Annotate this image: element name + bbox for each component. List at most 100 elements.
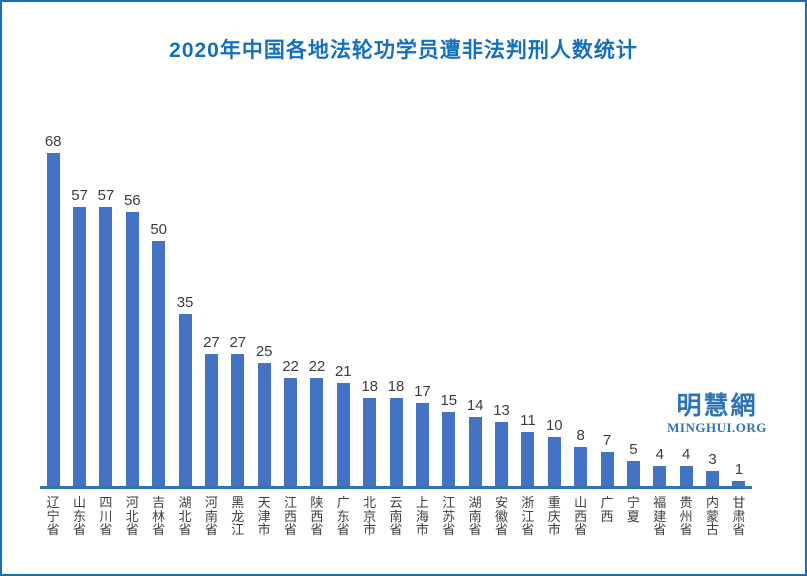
category-label: 北京市 <box>363 495 377 538</box>
category-label: 黑龙江 <box>231 495 245 538</box>
categories-row: 辽宁省山东省四川省河北省吉林省湖北省河南省黑龙江天津市江西省陕西省广东省北京市云… <box>40 496 752 537</box>
bar-column: 68 <box>40 134 66 486</box>
category-label: 河北省 <box>125 495 139 538</box>
bar <box>521 432 535 486</box>
minghui-logo-cn: 明慧網 <box>676 393 758 420</box>
bars-row: 68 57 57 56 50 35 27 27 25 22 22 21 18 18 17 15 14 13 11 10… <box>40 129 752 489</box>
bar-value-label: 68 <box>44 133 62 150</box>
bar <box>152 241 166 486</box>
bar-value-label: 56 <box>123 192 141 209</box>
bar-column: 22 <box>304 359 330 486</box>
bar-value-label: 17 <box>414 383 431 400</box>
bar <box>125 212 139 486</box>
bar-value-label: 18 <box>387 378 405 395</box>
bar-value-label: 5 <box>629 441 638 458</box>
bar-column: 18 <box>383 379 409 486</box>
bar-value-label: 4 <box>682 446 691 463</box>
category-label: 安徽省 <box>495 495 509 538</box>
bar <box>442 412 456 486</box>
bar-value-label: 11 <box>520 412 536 429</box>
bar-value-label: 27 <box>203 334 220 351</box>
bar <box>46 153 60 486</box>
bar-value-label: 18 <box>361 378 379 395</box>
bar <box>547 437 561 486</box>
bar-value-label: 25 <box>255 343 273 360</box>
category-label: 吉林省 <box>152 495 166 538</box>
category-label: 甘肃省 <box>732 495 746 538</box>
minghui-logo-en: MINGHUI.ORG <box>667 419 767 435</box>
bar-column: 14 <box>462 398 488 486</box>
bar-column: 35 <box>172 295 198 486</box>
category-label: 上海市 <box>415 495 429 538</box>
bar <box>574 447 588 486</box>
bar-column: 15 <box>436 393 462 486</box>
bar <box>336 383 350 486</box>
bar-value-label: 13 <box>493 402 510 419</box>
category-label: 四川省 <box>99 495 113 538</box>
bar <box>231 354 245 486</box>
bar <box>468 417 482 486</box>
bar-value-label: 22 <box>308 358 326 375</box>
bar-column: 50 <box>146 222 172 486</box>
bar-column: 7 <box>594 433 620 486</box>
category-label: 重庆市 <box>547 495 561 538</box>
bar <box>600 452 614 486</box>
category-label: 贵州省 <box>679 495 693 538</box>
bar <box>653 466 667 486</box>
minghui-watermark: 明慧網 MINGHUI.ORG <box>654 393 780 435</box>
bar <box>679 466 693 486</box>
bar-column: 3 <box>699 452 725 486</box>
bar-column: 21 <box>330 364 356 486</box>
category-label: 宁夏 <box>626 495 640 524</box>
category-label: 江西省 <box>284 495 298 538</box>
bar-value-label: 10 <box>545 417 563 434</box>
bar-value-label: 4 <box>655 446 664 463</box>
bar-column: 5 <box>620 442 646 486</box>
category-label: 山东省 <box>73 495 87 538</box>
bar <box>363 398 377 486</box>
category-label: 湖北省 <box>178 495 192 538</box>
bar-column: 10 <box>541 418 567 486</box>
bar-column: 18 <box>357 379 383 486</box>
bar-value-label: 15 <box>440 392 458 409</box>
bar-value-label: 21 <box>334 363 352 380</box>
category-label: 山西省 <box>574 495 588 538</box>
bar <box>495 422 509 486</box>
bar-column: 56 <box>119 193 145 486</box>
bar-column: 25 <box>251 344 277 486</box>
bar-column: 4 <box>673 447 699 486</box>
category-label: 福建省 <box>653 495 667 538</box>
bar <box>389 398 403 486</box>
bar <box>178 314 192 486</box>
bar-value-label: 50 <box>150 221 168 238</box>
bar-column: 27 <box>225 335 251 486</box>
bar-column: 57 <box>93 188 119 486</box>
bar-value-label: 57 <box>71 187 88 204</box>
category-label: 陕西省 <box>310 495 324 538</box>
category-label: 广西 <box>600 495 614 524</box>
bar-column: 57 <box>66 188 92 486</box>
category-label: 湖南省 <box>468 495 482 538</box>
bar-column: 22 <box>277 359 303 486</box>
bar-chart: 68 57 57 56 50 35 27 27 25 22 22 21 18 18 17 15 14 13 11 10… <box>40 129 752 537</box>
bar-column: 27 <box>198 335 224 486</box>
bar <box>706 471 720 486</box>
bar-column: 11 <box>515 413 541 486</box>
bar-value-label: 7 <box>602 432 612 449</box>
bar-column: 17 <box>409 384 435 486</box>
bar-value-label: 57 <box>97 187 115 204</box>
bar-value-label: 35 <box>176 294 194 311</box>
category-label: 天津市 <box>257 495 271 538</box>
bar-column: 4 <box>647 447 673 486</box>
bar <box>257 363 271 486</box>
bar-value-label: 1 <box>734 461 744 478</box>
bar <box>284 378 298 486</box>
bar <box>415 403 429 486</box>
bar <box>73 207 87 486</box>
bar-column: 8 <box>568 428 594 486</box>
bar-value-label: 3 <box>708 451 717 468</box>
bar <box>732 481 746 486</box>
bar <box>626 461 640 486</box>
category-label: 广东省 <box>336 495 350 538</box>
